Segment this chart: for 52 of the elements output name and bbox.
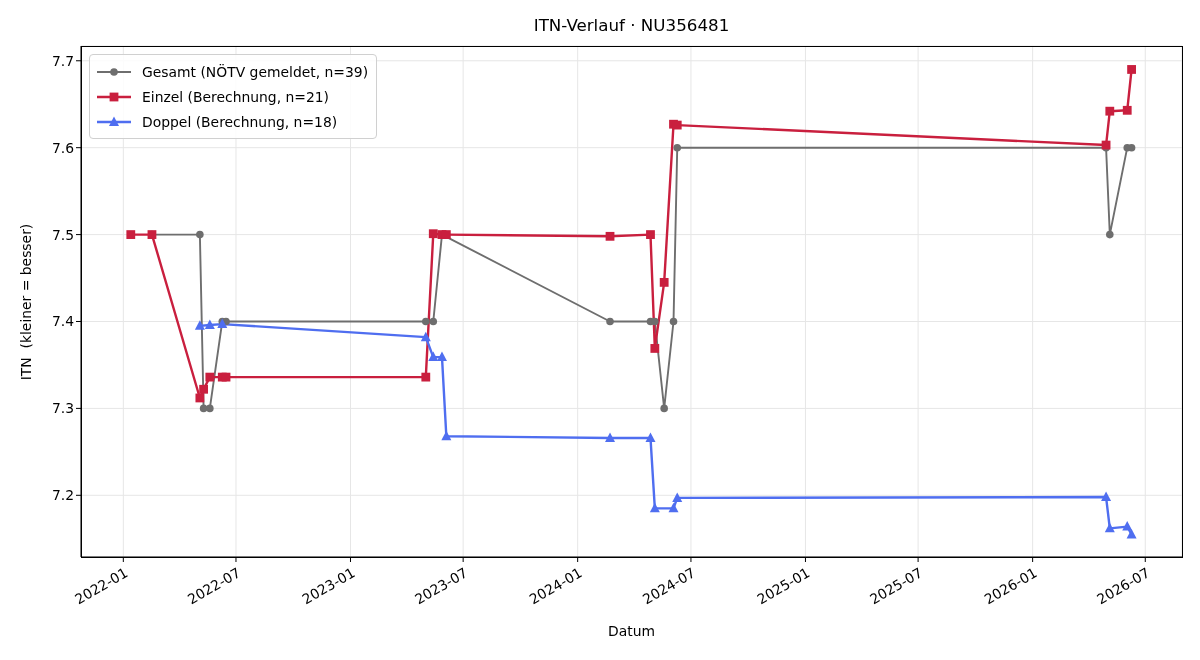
point	[205, 372, 215, 382]
y-axis-title: ITN (kleiner = besser)	[17, 223, 35, 380]
point	[1127, 65, 1136, 74]
point	[605, 432, 616, 442]
point	[420, 331, 431, 342]
point	[649, 502, 660, 513]
point	[659, 277, 669, 287]
y-tick-label: 7.2	[51, 487, 74, 504]
y-tick-label: 7.3	[51, 400, 74, 417]
point	[429, 317, 438, 326]
point	[668, 502, 679, 513]
point	[436, 351, 447, 362]
y-tick-label: 7.7	[51, 52, 74, 69]
legend-label: Doppel (Berechnung, n=18)	[142, 112, 338, 131]
point	[1106, 230, 1114, 239]
point	[650, 344, 660, 353]
point	[1122, 105, 1132, 115]
point	[673, 143, 682, 152]
point	[669, 317, 678, 326]
legend-label: Gesamt (NÖTV gemeldet, n=39)	[142, 62, 369, 81]
point	[428, 229, 438, 239]
point	[199, 384, 209, 394]
point	[199, 404, 208, 413]
point	[196, 230, 204, 239]
point	[651, 317, 659, 326]
point	[1101, 491, 1112, 502]
chart-title: ITN-Verlauf · NU356481	[532, 14, 731, 36]
point	[221, 372, 231, 382]
point	[672, 492, 683, 502]
point	[1105, 106, 1115, 116]
point	[204, 319, 215, 329]
point	[660, 404, 668, 413]
point	[195, 393, 205, 403]
point	[645, 432, 656, 442]
point	[1126, 528, 1137, 539]
point	[428, 351, 439, 362]
point	[194, 320, 205, 330]
point	[1104, 522, 1115, 533]
legend-label: Einzel (Berechnung, n=21)	[142, 87, 330, 106]
point	[126, 230, 136, 239]
y-tick-label: 7.4	[51, 313, 75, 330]
point	[606, 317, 614, 326]
point	[646, 230, 655, 239]
y-tick-label: 7.6	[51, 139, 74, 156]
point	[422, 317, 430, 326]
y-tick-label: 7.5	[51, 226, 74, 243]
point	[1122, 521, 1133, 531]
point	[605, 231, 615, 241]
point	[206, 404, 214, 413]
point	[441, 230, 451, 239]
x-axis-title: Datum	[607, 622, 656, 640]
point	[421, 372, 431, 382]
